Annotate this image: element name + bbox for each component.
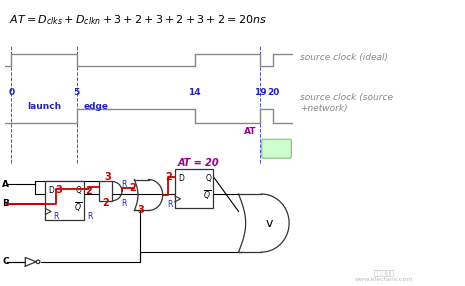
Text: R: R [87, 212, 93, 221]
Text: source clock (ideal): source clock (ideal) [300, 53, 388, 61]
Text: R: R [121, 199, 126, 208]
Text: A: A [2, 180, 9, 189]
Text: 20: 20 [267, 88, 279, 97]
Text: 2: 2 [129, 183, 136, 193]
Text: Q: Q [76, 186, 82, 195]
Bar [175, 169, 213, 208]
Text: 2: 2 [165, 172, 172, 182]
Text: 3: 3 [138, 205, 144, 215]
Text: B: B [2, 199, 9, 208]
Text: launch: launch [27, 102, 61, 110]
Bar [99, 181, 112, 201]
Text: source clock (source
+network): source clock (source +network) [300, 93, 393, 113]
Text: 3: 3 [56, 185, 62, 195]
Text: 0: 0 [8, 88, 14, 97]
Text: edge: edge [83, 102, 108, 110]
Bar [46, 181, 84, 220]
Text: 2: 2 [85, 186, 92, 196]
Text: 电子发烧友: 电子发烧友 [373, 269, 395, 276]
Text: Q: Q [205, 174, 211, 183]
Text: D: D [178, 174, 184, 183]
Text: $\overline{Q}$: $\overline{Q}$ [74, 201, 82, 214]
Text: $\mathit{AT} = D_{\mathit{clks}} + D_{\mathit{clkn}} + 3 + 2 + 3 + 2 + 3 + 2 = 2: $\mathit{AT} = D_{\mathit{clks}} + D_{\m… [9, 14, 267, 27]
Text: www.elecfans.com: www.elecfans.com [355, 277, 413, 282]
Text: 5: 5 [73, 88, 80, 97]
Text: D: D [48, 186, 54, 195]
Text: 19: 19 [254, 88, 266, 97]
Text: $\overline{Q}$: $\overline{Q}$ [203, 189, 211, 202]
Text: R: R [167, 200, 172, 208]
Text: 3: 3 [104, 172, 111, 182]
FancyBboxPatch shape [262, 139, 292, 158]
Text: R: R [53, 212, 59, 221]
Text: AT = 20: AT = 20 [178, 158, 219, 168]
Text: 2: 2 [102, 198, 109, 208]
Text: C: C [2, 257, 9, 266]
Text: v: v [265, 217, 272, 230]
Text: 14: 14 [188, 88, 201, 97]
Text: AT: AT [244, 127, 256, 136]
Text: R: R [121, 180, 126, 189]
